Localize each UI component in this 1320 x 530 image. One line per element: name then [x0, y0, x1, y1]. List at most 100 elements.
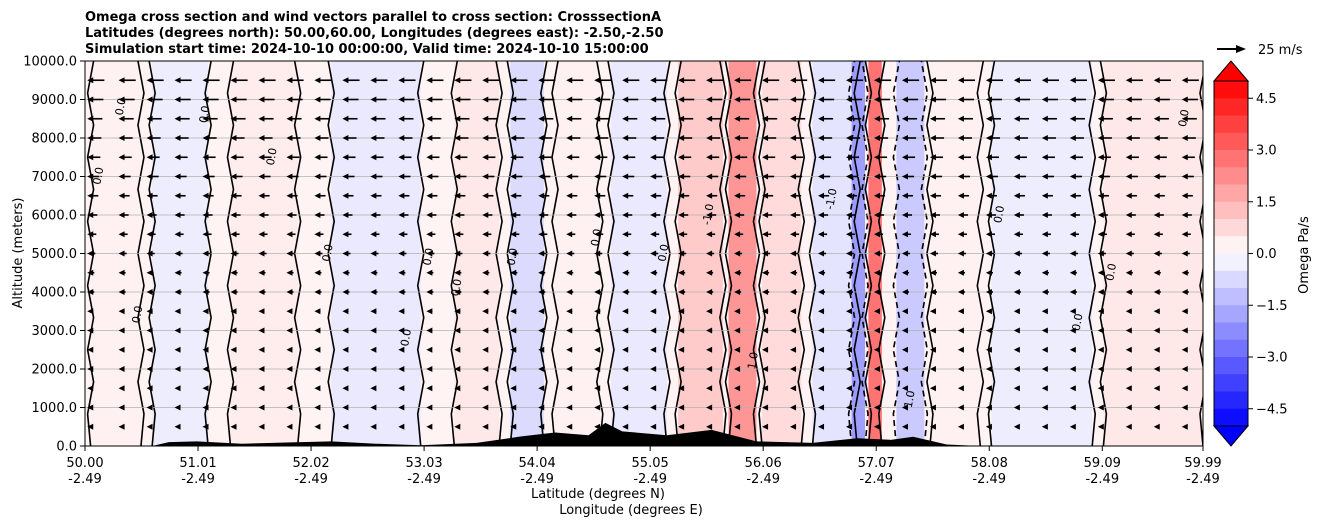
wind-vector [901, 423, 908, 430]
wind-vector [873, 346, 880, 353]
wind-vector [790, 385, 797, 392]
wind-vector [1125, 115, 1141, 122]
quiver-key-label: 25 m/s [1258, 43, 1303, 58]
wind-vector [258, 250, 267, 257]
wind-vector [594, 327, 601, 334]
wind-vector-head [846, 77, 853, 84]
wind-vector [706, 366, 713, 372]
wind-vector-head [1181, 135, 1188, 141]
wind-vector [482, 385, 489, 392]
wind-vector-head [1013, 404, 1020, 411]
wind-vector [985, 250, 994, 257]
wind-vector [873, 135, 889, 141]
wind-vector [1097, 115, 1113, 122]
wind-vector-head [370, 250, 377, 257]
colorbar-tick-label-3: 0.0 [1256, 247, 1277, 262]
wind-vector [1125, 154, 1139, 161]
wind-vector-head [957, 192, 964, 199]
wind-vector [1013, 231, 1023, 238]
wind-vector-head [146, 269, 153, 276]
wind-vector [650, 346, 657, 353]
wind-vector-head [985, 366, 992, 372]
wind-vector [174, 385, 181, 392]
wind-vector [146, 366, 153, 372]
wind-vector [398, 289, 406, 295]
wind-vector-head [846, 327, 853, 334]
wind-vector-head [1041, 327, 1048, 334]
wind-vector [174, 135, 189, 141]
wind-vector [1125, 77, 1143, 84]
wind-vector-head [929, 308, 936, 315]
wind-vector-head [370, 96, 377, 103]
wind-vector-head [1097, 77, 1104, 84]
wind-vector [1097, 77, 1115, 84]
wind-vector-head [566, 96, 573, 103]
wind-vector [1181, 154, 1195, 161]
wind-vector [118, 135, 133, 141]
x-tick-label-lon-0: -2.49 [68, 472, 102, 487]
wind-vector-head [734, 250, 741, 257]
wind-vector [258, 115, 274, 122]
wind-vector [650, 192, 662, 199]
wind-vector [1069, 135, 1084, 141]
wind-vector [314, 250, 323, 257]
wind-vector-head [454, 212, 461, 218]
colorbar-segment-14 [1214, 322, 1248, 341]
wind-vector-head [790, 346, 797, 353]
wind-vector [538, 115, 554, 122]
colorbar-segment-9 [1214, 236, 1248, 254]
wind-vector [482, 96, 499, 103]
wind-vector-head [1041, 289, 1048, 295]
wind-vector [1153, 385, 1160, 392]
wind-vector-head [734, 385, 741, 392]
wind-vector [370, 346, 377, 353]
wind-vector-head [482, 385, 489, 392]
wind-vector-head [706, 154, 713, 161]
wind-vector-head [762, 366, 769, 372]
wind-vector-head [398, 250, 405, 257]
wind-vector-head [790, 366, 797, 372]
wind-vector-head [734, 327, 741, 334]
wind-vector-head [1181, 289, 1188, 295]
wind-vector-head [1069, 96, 1076, 103]
wind-vector [426, 269, 434, 276]
wind-vector [818, 308, 825, 315]
wind-vector-head [1069, 404, 1076, 411]
wind-vector-head [566, 423, 573, 430]
wind-vector-head [846, 173, 853, 180]
wind-vector-head [957, 96, 964, 103]
wind-vector-head [762, 154, 769, 161]
wind-vector [1041, 404, 1048, 411]
wind-vector [174, 192, 186, 199]
wind-vector [146, 346, 153, 353]
wind-vector-head [510, 77, 517, 84]
wind-vector [790, 135, 805, 141]
wind-vector-head [1097, 96, 1104, 103]
wind-vector-head [1013, 289, 1020, 295]
wind-vector-head [846, 231, 853, 238]
wind-vector [1097, 404, 1104, 411]
wind-vector [650, 154, 664, 161]
wind-vector-head [482, 96, 489, 103]
wind-vector-head [146, 173, 153, 180]
wind-vector-head [846, 212, 853, 218]
wind-vector-head [901, 231, 908, 238]
wind-vector-head [1097, 346, 1104, 353]
wind-vector [566, 250, 575, 257]
wind-vector [1069, 115, 1085, 122]
wind-vector [566, 366, 573, 372]
wind-vector [594, 173, 607, 180]
wind-vector-head [258, 269, 265, 276]
wind-vector-head [1181, 308, 1188, 315]
wind-vector-head [1181, 404, 1188, 411]
wind-vector [174, 154, 188, 161]
wind-vector [929, 289, 937, 295]
wind-vector-head [258, 385, 265, 392]
y-tick-label-2: 2000.0 [32, 363, 78, 378]
wind-vector-head [846, 308, 853, 315]
wind-vector [202, 231, 212, 238]
wind-vector-head [146, 77, 153, 84]
wind-vector [258, 77, 276, 84]
wind-vector [118, 308, 125, 315]
wind-vector-head [566, 173, 573, 180]
